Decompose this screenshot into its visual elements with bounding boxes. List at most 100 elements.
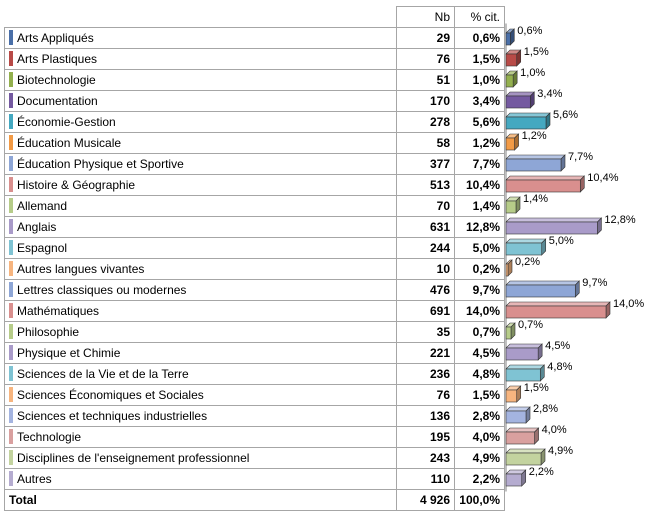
category-label: Technologie	[17, 430, 82, 444]
color-swatch	[9, 387, 13, 403]
category-label: Disciplines de l'enseignement profession…	[17, 451, 250, 465]
category-cell: Éducation Physique et Sportive	[4, 153, 397, 175]
category-cell: Histoire & Géographie	[4, 174, 397, 196]
category-label: Documentation	[17, 94, 98, 108]
table-row: Éducation Musicale 58 1,2%	[4, 132, 505, 154]
category-label: Histoire & Géographie	[17, 178, 136, 192]
category-label: Sciences de la Vie et de la Terre	[17, 367, 189, 381]
category-label: Éducation Physique et Sportive	[17, 157, 184, 171]
category-label: Sciences Économiques et Sociales	[17, 388, 204, 402]
bar	[505, 154, 566, 172]
table-row: Lettres classiques ou modernes 476 9,7%	[4, 279, 505, 301]
bar	[505, 406, 531, 424]
nb-cell: 476	[396, 279, 455, 301]
nb-cell: 278	[396, 111, 455, 133]
bar-value-label: 10,4%	[587, 172, 618, 184]
bar	[505, 196, 521, 214]
table-row: Sciences Économiques et Sociales 76 1,5%	[4, 384, 505, 406]
pct-cell: 2,2%	[454, 468, 505, 490]
color-swatch	[9, 72, 13, 88]
category-label: Économie-Gestion	[17, 115, 116, 129]
bar-value-label: 4,9%	[548, 445, 573, 457]
bar-value-label: 14,0%	[613, 298, 644, 310]
bar	[505, 91, 536, 109]
pct-cell: 4,9%	[454, 447, 505, 469]
category-label: Lettres classiques ou modernes	[17, 283, 187, 297]
color-swatch	[9, 282, 13, 298]
bar-value-label: 7,7%	[568, 151, 593, 163]
header-nb: Nb	[396, 6, 455, 28]
nb-cell: 244	[396, 237, 455, 259]
bar-value-label: 9,7%	[582, 277, 607, 289]
pct-cell: 4,8%	[454, 363, 505, 385]
table-header-row: Nb % cit.	[4, 6, 505, 28]
bar	[505, 175, 586, 193]
nb-cell: 29	[396, 27, 455, 49]
pct-cell: 5,6%	[454, 111, 505, 133]
category-label: Allemand	[17, 199, 68, 213]
color-swatch	[9, 198, 13, 214]
bar	[505, 238, 547, 256]
table-row: Biotechnologie 51 1,0%	[4, 69, 505, 91]
bar	[505, 70, 518, 88]
category-label: Physique et Chimie	[17, 346, 121, 360]
color-swatch	[9, 51, 13, 67]
pct-cell: 0,6%	[454, 27, 505, 49]
pct-cell: 1,0%	[454, 69, 505, 91]
bar-value-label: 3,4%	[537, 88, 562, 100]
bar	[505, 343, 543, 361]
bar	[505, 385, 522, 403]
table-row: Éducation Physique et Sportive 377 7,7%	[4, 153, 505, 175]
bar	[505, 322, 516, 340]
bar-value-label: 4,5%	[545, 340, 570, 352]
bar	[505, 133, 520, 151]
bar-value-label: 1,2%	[522, 130, 547, 142]
category-label: Mathématiques	[17, 304, 100, 318]
bar-value-label: 2,2%	[529, 466, 554, 478]
bar	[505, 364, 546, 382]
color-swatch	[9, 366, 13, 382]
nb-cell: 76	[396, 384, 455, 406]
bar-value-label: 0,6%	[517, 25, 542, 37]
bar-value-label: 5,6%	[553, 109, 578, 121]
nb-cell: 51	[396, 69, 455, 91]
bar-value-label: 2,8%	[533, 403, 558, 415]
category-label: Éducation Musicale	[17, 136, 122, 150]
bar	[505, 469, 527, 487]
category-cell: Arts Plastiques	[4, 48, 397, 70]
category-label: Arts Plastiques	[17, 52, 98, 66]
pct-cell: 2,8%	[454, 405, 505, 427]
pct-cell: 0,2%	[454, 258, 505, 280]
category-cell: Autres	[4, 468, 397, 490]
pct-cell: 10,4%	[454, 174, 505, 196]
color-swatch	[9, 324, 13, 340]
table-row: Anglais 631 12,8%	[4, 216, 505, 238]
table-row: Histoire & Géographie 513 10,4%	[4, 174, 505, 196]
category-label: Autres langues vivantes	[17, 262, 145, 276]
bar	[505, 280, 581, 298]
category-cell: Économie-Gestion	[4, 111, 397, 133]
bar	[505, 259, 513, 277]
color-swatch	[9, 177, 13, 193]
bar	[505, 112, 551, 130]
bar-value-label: 1,4%	[523, 193, 548, 205]
bar-value-label: 1,0%	[520, 67, 545, 79]
color-swatch	[9, 93, 13, 109]
bar	[505, 427, 540, 445]
color-swatch	[9, 429, 13, 445]
pct-cell: 12,8%	[454, 216, 505, 238]
total-pct: 100,0%	[454, 489, 505, 511]
table-row: Arts Plastiques 76 1,5%	[4, 48, 505, 70]
data-table: Nb % cit. Arts Appliqués 29 0,6% Arts Plast…	[4, 6, 505, 511]
bar	[505, 28, 516, 46]
table-row: Économie-Gestion 278 5,6%	[4, 111, 505, 133]
bar-value-label: 5,0%	[549, 235, 574, 247]
color-swatch	[9, 219, 13, 235]
bar	[505, 49, 522, 67]
color-swatch	[9, 345, 13, 361]
pct-cell: 9,7%	[454, 279, 505, 301]
category-cell: Mathématiques	[4, 300, 397, 322]
category-label: Anglais	[17, 220, 57, 234]
bar-value-label: 1,5%	[524, 382, 549, 394]
